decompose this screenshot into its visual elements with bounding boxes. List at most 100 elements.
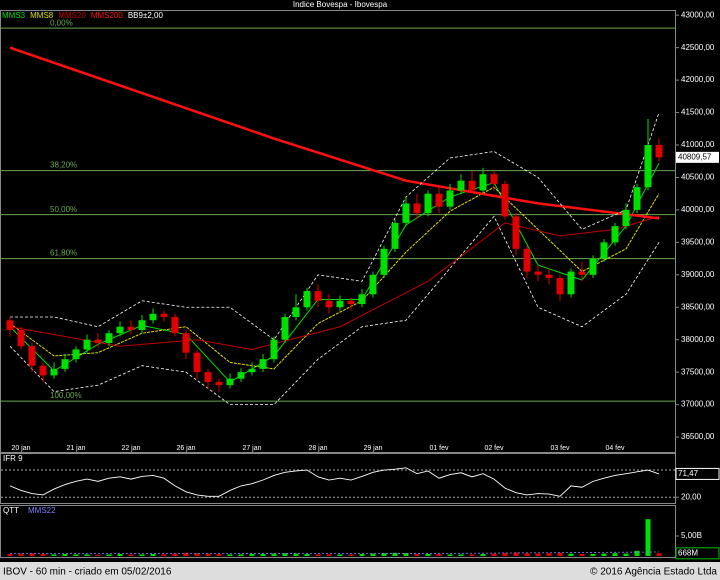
x-tick-label: 26 jan [176,445,195,452]
moving-average [9,215,660,350]
candle-body [204,372,212,382]
candle-body [292,307,300,317]
qtt-title: QTT [3,506,19,515]
candle-body [611,226,619,243]
volume-bar [249,554,255,556]
candle-body [314,291,322,301]
last-value-label: 40809,57 [678,152,712,161]
candle-body [50,368,58,376]
x-tick-label: 22 jan [121,445,140,452]
volume-bar [535,553,541,556]
volume-bar [139,554,145,556]
candle-body [633,187,641,210]
legend-item: MMS8 [30,11,54,20]
candle-body [83,339,91,350]
volume-bar [491,553,497,556]
volume-bar [524,553,530,556]
moving-average [9,46,660,220]
volume-bar [194,553,200,556]
footer-left: IBOV - 60 min - criado em 05/02/2016 [3,567,172,578]
y-tick-label: 43000,00 [681,10,715,19]
volume-bar [469,554,475,556]
volume-bar [84,554,90,556]
candle-body [435,193,443,207]
candle-body [358,294,366,305]
volume-bar [645,519,651,556]
last-value-label: 71,47 [678,469,699,478]
volume-bar [216,554,222,556]
volume-bar [579,554,585,556]
x-tick-label: 29 jan [363,445,382,452]
x-tick-label: 28 jan [308,445,327,452]
fib-label: 100,00% [50,391,82,400]
candle-body [468,180,476,191]
volume-bar [513,552,519,556]
volume-bar [205,553,211,556]
y-tick-label: 5,00B [681,531,702,540]
qtt-panel [0,505,676,558]
candle-body [556,278,564,295]
fib-label: 50,00% [50,205,77,214]
y-tick-label: 38000,00 [681,335,715,344]
candle-body [6,320,14,330]
volume-bar [51,554,57,556]
volume-bar [337,554,343,556]
y-tick-label: 39500,00 [681,237,715,246]
volume-bar [271,553,277,556]
volume-average [10,551,660,554]
y-tick-label: 42500,00 [681,43,715,52]
volume-bar [128,554,134,556]
candle-body [391,222,399,249]
candle-body [259,359,267,369]
candle-body [479,174,487,191]
candle-body [149,313,157,321]
volume-bar [326,554,332,556]
volume-bar [95,554,101,556]
legend-item: MMS20 [58,11,86,20]
candle-body [28,346,36,366]
chart-title: Indice Bovespa - Ibovespa [293,0,388,9]
legend-item: MMS3 [2,11,26,20]
candle-body [347,300,355,305]
volume-bar [183,552,189,556]
candle-body [655,145,663,158]
candle-body [193,352,201,373]
candle-body [622,209,630,227]
volume-bar [392,552,398,556]
candle-body [589,258,597,275]
candle-body [39,365,47,376]
candle-body [413,203,421,214]
ifr-title: IFR 9 [3,454,23,463]
candle-body [380,248,388,275]
volume-bar [7,554,13,556]
last-value-box [675,467,720,480]
x-tick-label: 01 fev [429,445,449,452]
x-tick-label: 04 fev [605,445,625,452]
candle-body [182,333,190,353]
volume-bar [403,553,409,556]
candle-body [72,349,80,360]
y-tick-label: 37000,00 [681,400,715,409]
ifr-line [9,467,660,497]
volume-bar [315,554,321,556]
volume-bar [62,554,68,556]
y-tick-label: 41500,00 [681,108,715,117]
y-tick-label: 20,00 [681,492,702,501]
y-tick-label: 41000,00 [681,140,715,149]
candle-body [644,145,652,188]
volume-bar [238,554,244,556]
volume-bar [304,554,310,556]
footer-right: © 2016 Agência Estado Ltda [590,567,717,578]
x-tick-label: 27 jan [242,445,261,452]
volume-bar [425,554,431,556]
candle-body [138,320,146,330]
volume-bar [359,554,365,556]
volume-bar [414,554,420,556]
candle-body [94,339,102,343]
candle-body [303,291,311,308]
candle-body [17,329,25,347]
candle-body [116,326,124,334]
candle-body [248,368,256,373]
